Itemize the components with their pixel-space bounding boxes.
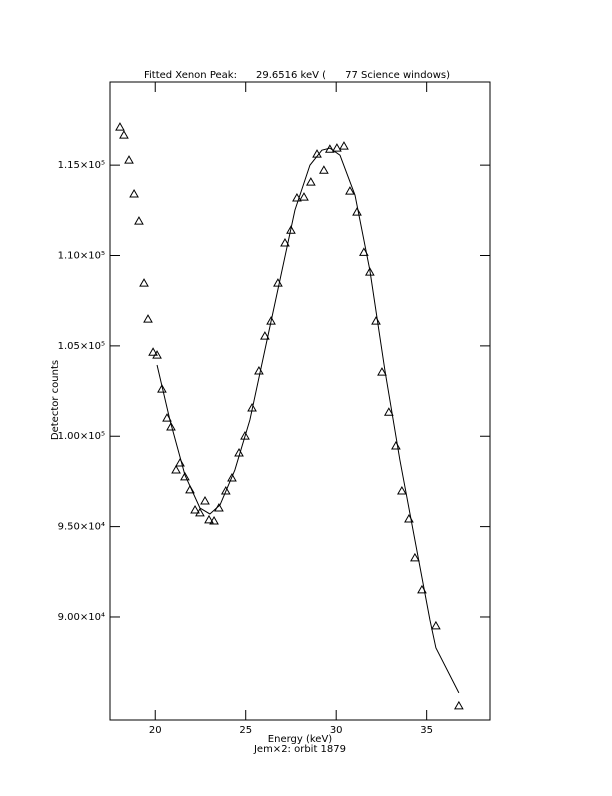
x-tick-label: 20 bbox=[149, 725, 162, 736]
data-point bbox=[200, 495, 210, 505]
data-point bbox=[266, 316, 276, 325]
x-tick-label: 35 bbox=[420, 725, 433, 736]
fit-line bbox=[156, 147, 460, 694]
data-point bbox=[166, 422, 176, 431]
data-point bbox=[171, 465, 181, 474]
data-point bbox=[332, 143, 342, 152]
y-tick-label: 1.15×10⁵ bbox=[58, 160, 105, 171]
data-point bbox=[431, 620, 441, 630]
chart-title: Fitted Xenon Peak: 29.6516 keV ( 77 Scie… bbox=[144, 70, 450, 81]
data-point bbox=[157, 384, 167, 393]
data-point bbox=[209, 516, 219, 525]
data-point bbox=[190, 504, 200, 514]
data-point bbox=[119, 130, 129, 139]
data-point bbox=[377, 367, 387, 376]
data-point bbox=[115, 122, 125, 131]
data-point bbox=[383, 407, 394, 416]
x-tick-label: 30 bbox=[330, 725, 343, 736]
data-point bbox=[260, 331, 270, 340]
y-tick-label: 1.00×10⁵ bbox=[58, 431, 105, 442]
plot-frame bbox=[109, 81, 491, 721]
data-point bbox=[410, 552, 420, 562]
x-tick-label: 25 bbox=[239, 725, 252, 736]
data-point bbox=[134, 216, 144, 225]
y-axis-label: Detector counts bbox=[50, 360, 61, 440]
data-point bbox=[195, 507, 205, 517]
y-tick-label: 9.00×10⁴ bbox=[58, 612, 105, 623]
data-point bbox=[180, 471, 190, 481]
data-point bbox=[143, 314, 153, 323]
data-point bbox=[148, 347, 158, 356]
data-point bbox=[240, 431, 250, 440]
y-tick-label: 1.10×10⁵ bbox=[58, 251, 105, 262]
y-tick-label: 1.05×10⁵ bbox=[58, 341, 105, 352]
x-axis-label: Energy (keV) bbox=[268, 734, 333, 745]
data-point bbox=[124, 155, 134, 164]
data-point bbox=[397, 485, 407, 495]
data-point bbox=[305, 177, 316, 186]
data-point bbox=[139, 278, 149, 287]
data-point bbox=[204, 514, 214, 524]
data-point bbox=[280, 238, 290, 247]
data-point bbox=[299, 192, 309, 201]
data-point bbox=[371, 316, 381, 325]
data-point bbox=[152, 350, 162, 359]
data-point bbox=[129, 189, 139, 198]
data-point bbox=[220, 485, 231, 495]
data-point bbox=[273, 278, 283, 287]
data-point bbox=[227, 472, 237, 482]
data-point bbox=[319, 165, 329, 174]
data-point bbox=[286, 225, 296, 234]
subtitle: Jem×2: orbit 1879 bbox=[253, 744, 346, 755]
data-point bbox=[339, 141, 349, 150]
data-point bbox=[364, 267, 375, 276]
y-tick-label: 9.50×10⁴ bbox=[58, 522, 105, 533]
data-point bbox=[345, 186, 355, 195]
data-point bbox=[454, 700, 464, 710]
data-point bbox=[352, 207, 362, 216]
